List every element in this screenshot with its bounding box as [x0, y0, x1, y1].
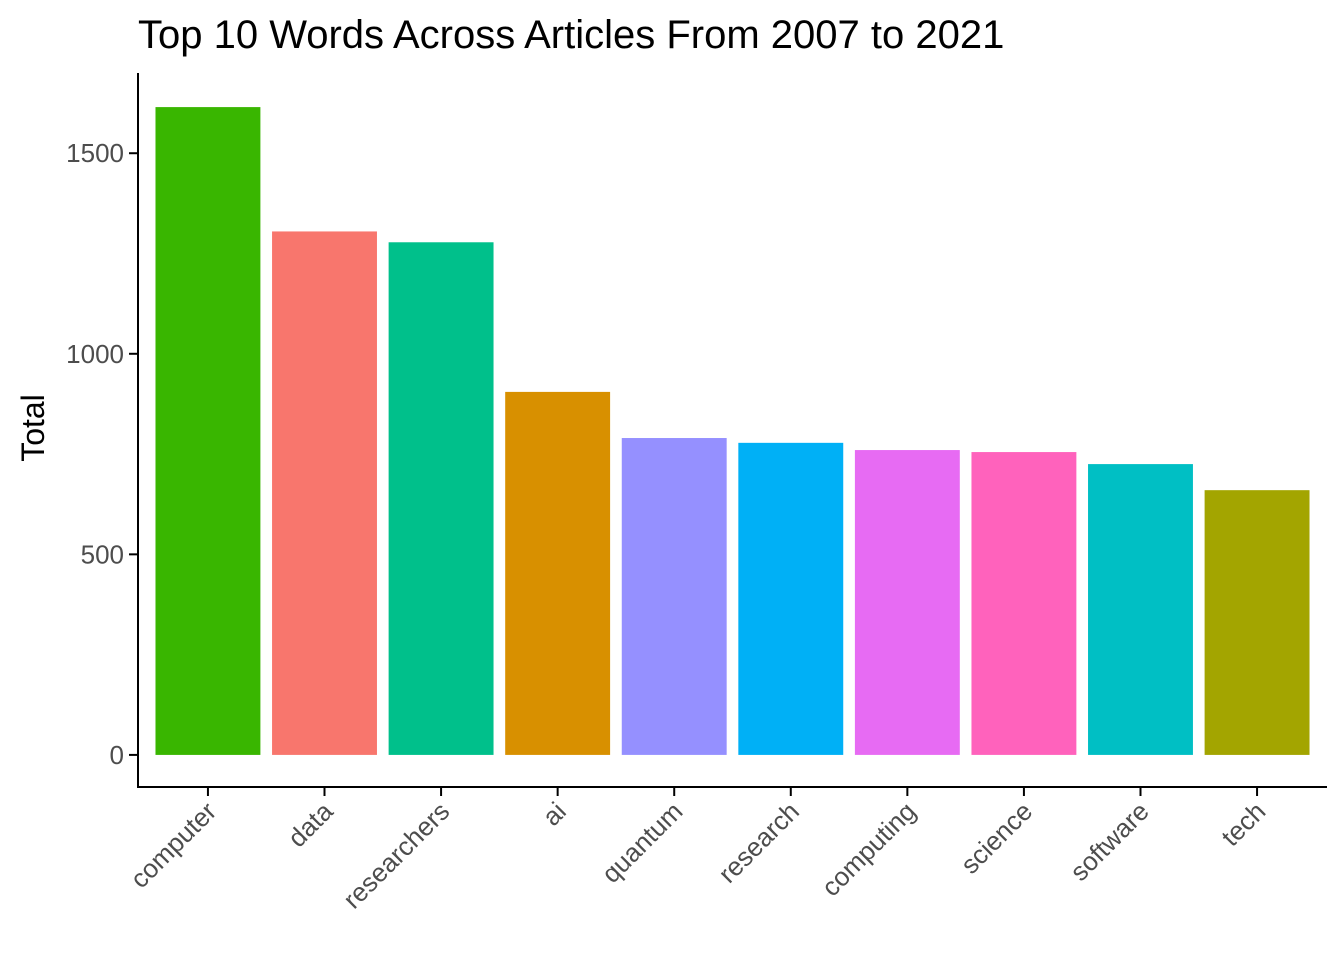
y-tick-label: 0 [110, 740, 124, 770]
x-tick-label: computer [124, 796, 222, 894]
y-axis-ticks: 0 500 1000 1500 [66, 138, 138, 770]
bar-tech [1204, 490, 1310, 755]
bar-computing [854, 450, 960, 755]
x-tick-label: researchers [337, 796, 455, 914]
x-tick-label: quantum [596, 796, 689, 889]
bar-science [971, 452, 1077, 755]
x-tick-label: computing [816, 796, 922, 902]
bar-ai [505, 391, 611, 755]
chart-title: Top 10 Words Across Articles From 2007 t… [138, 13, 1004, 57]
bar-quantum [621, 438, 727, 755]
y-tick-label: 1000 [66, 339, 124, 369]
bars-group [155, 107, 1310, 755]
bar-data [272, 231, 377, 755]
bar-software [1088, 464, 1193, 755]
y-tick-label: 1500 [66, 138, 124, 168]
bar-computer [155, 107, 261, 755]
bar-research [738, 442, 844, 755]
x-tick-label: research [712, 796, 805, 889]
x-tick-label: science [955, 796, 1039, 880]
bar-researchers [388, 242, 494, 755]
x-tick-label: data [282, 796, 339, 853]
x-tick-label: software [1064, 796, 1155, 887]
x-tick-label: ai [536, 796, 572, 832]
x-tick-label: tech [1215, 796, 1271, 852]
y-axis-title: Total [15, 394, 51, 462]
y-tick-label: 500 [81, 539, 124, 569]
